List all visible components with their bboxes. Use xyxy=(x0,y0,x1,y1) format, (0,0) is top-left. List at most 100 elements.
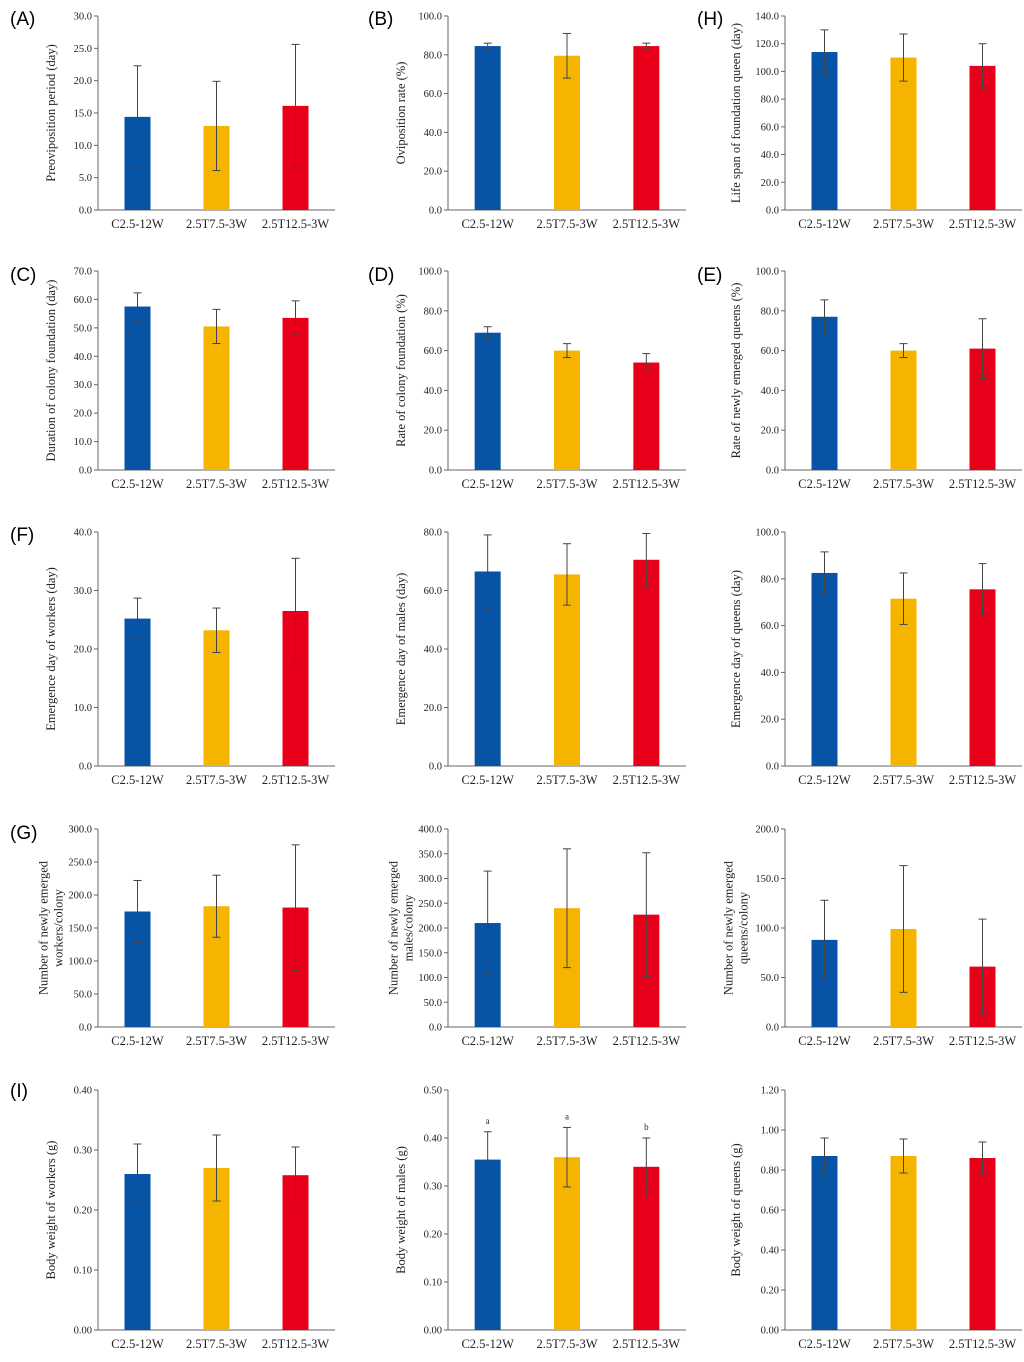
x-tick-label: C2.5-12W xyxy=(461,477,514,491)
y-tick-label: 10.0 xyxy=(74,703,92,714)
bar-1 xyxy=(811,52,838,211)
y-tick-label: 140.0 xyxy=(755,12,779,23)
x-tick-label: 2.5T12.5-3W xyxy=(262,1034,330,1048)
x-tick-label: 2.5T7.5-3W xyxy=(536,1337,597,1351)
y-tick-label: 0.40 xyxy=(761,1246,779,1257)
bar-3 xyxy=(969,65,996,210)
x-tick-label: C2.5-12W xyxy=(798,477,851,491)
y-tick-label: 0.80 xyxy=(761,1166,779,1177)
y-tick-label: 0.10 xyxy=(74,1266,92,1277)
y-tick-label: 80.0 xyxy=(761,306,779,317)
x-tick-label: C2.5-12W xyxy=(111,1337,164,1351)
y-axis-label: Oviposition rate (%) xyxy=(394,62,408,165)
x-tick-label: 2.5T12.5-3W xyxy=(262,773,330,787)
x-tick-label: 2.5T7.5-3W xyxy=(536,477,597,491)
y-tick-label: 0.0 xyxy=(766,1023,779,1034)
y-tick-label: 30.0 xyxy=(74,12,92,23)
x-tick-label: 2.5T12.5-3W xyxy=(949,1337,1017,1351)
bar-2 xyxy=(554,574,580,766)
bar-3 xyxy=(969,1158,996,1330)
y-tick-label: 1.00 xyxy=(761,1126,779,1137)
y-tick-label: 20.0 xyxy=(424,703,442,714)
y-tick-label: 60.0 xyxy=(761,346,779,357)
x-tick-label: 2.5T12.5-3W xyxy=(262,1337,330,1351)
y-tick-label: 60.0 xyxy=(761,621,779,632)
y-tick-label: 0.40 xyxy=(424,1134,442,1145)
y-tick-label: 300.0 xyxy=(418,874,442,885)
x-tick-label: 2.5T12.5-3W xyxy=(262,217,330,231)
x-tick-label: 2.5T12.5-3W xyxy=(613,217,681,231)
y-tick-label: 20.0 xyxy=(74,409,92,420)
y-tick-label: 50.0 xyxy=(74,990,92,1001)
y-tick-label: 50.0 xyxy=(424,998,442,1009)
y-tick-label: 100.0 xyxy=(68,957,92,968)
y-tick-label: 0.20 xyxy=(761,1286,779,1297)
panel-letter: (D) xyxy=(368,265,395,286)
x-tick-label: C2.5-12W xyxy=(461,1337,514,1351)
y-tick-label: 60.0 xyxy=(424,346,442,357)
chart-panel-14: 0.00 0.10 0.20 0.30 0.40 0.50 C2.5-12W a 2.5T7.5… xyxy=(394,1086,686,1351)
x-tick-label: 2.5T12.5-3W xyxy=(613,1337,681,1351)
bar-1 xyxy=(474,1159,501,1330)
bar-2 xyxy=(890,350,917,470)
bar-2 xyxy=(890,57,917,211)
y-axis-label: Body weight of queens (g) xyxy=(729,1143,743,1276)
y-axis-label: Number of newly emerged xyxy=(387,860,401,995)
y-axis-label: Emergence day of males (day) xyxy=(394,573,408,725)
y-tick-label: 20.0 xyxy=(761,178,779,189)
y-axis-label: Emergence day of workers (day) xyxy=(44,567,58,731)
y-tick-label: 30.0 xyxy=(74,380,92,391)
x-tick-label: 2.5T12.5-3W xyxy=(949,217,1017,231)
x-tick-label: C2.5-12W xyxy=(798,1034,851,1048)
x-tick-label: 2.5T7.5-3W xyxy=(186,773,247,787)
y-tick-label: 0.00 xyxy=(424,1326,442,1337)
bar-1 xyxy=(474,332,501,470)
chart-panel-12: 0.0 50.0 100.0 150.0 200.0 C2.5-12W 2.5T7.5-3W… xyxy=(722,825,1022,1048)
y-tick-label: 200.0 xyxy=(68,891,92,902)
y-tick-label: 0.30 xyxy=(74,1146,92,1157)
x-tick-label: C2.5-12W xyxy=(111,217,164,231)
y-tick-label: 60.0 xyxy=(424,586,442,597)
bar-1 xyxy=(124,618,151,766)
chart-panel-3: 0.0 20.0 40.0 60.0 80.0 100.0 120.0 140.0 C2.5-1… xyxy=(729,12,1022,231)
y-tick-label: 50.0 xyxy=(74,323,92,334)
x-tick-label: 2.5T7.5-3W xyxy=(186,217,247,231)
y-tick-label: 200.0 xyxy=(418,924,442,935)
y-tick-label: 80.0 xyxy=(424,306,442,317)
panel-letter: (G) xyxy=(10,823,38,844)
x-tick-label: 2.5T12.5-3W xyxy=(613,773,681,787)
y-tick-label: 80.0 xyxy=(761,95,779,106)
y-tick-label: 60.0 xyxy=(761,122,779,133)
y-axis-label: Rate of newly emerged queens (%) xyxy=(729,283,743,459)
y-axis-label: Preoviposition period (day) xyxy=(44,44,58,181)
y-tick-label: 0.0 xyxy=(429,762,442,773)
x-tick-label: 2.5T7.5-3W xyxy=(186,477,247,491)
x-tick-label: 2.5T7.5-3W xyxy=(536,217,597,231)
panel-letter: (I) xyxy=(10,1081,28,1102)
panel-letter: (H) xyxy=(697,9,724,30)
y-tick-label: 100.0 xyxy=(755,67,779,78)
chart-panel-13: 0.00 0.10 0.20 0.30 0.40 C2.5-12W 2.5T7.5-3W 2.… xyxy=(44,1086,335,1351)
bar-1 xyxy=(811,1156,838,1330)
y-tick-label: 25.0 xyxy=(74,44,92,55)
bar-3 xyxy=(633,46,660,210)
y-tick-label: 40.0 xyxy=(74,528,92,539)
y-tick-label: 0.0 xyxy=(79,206,92,217)
x-tick-label: 2.5T7.5-3W xyxy=(186,1034,247,1048)
x-tick-label: C2.5-12W xyxy=(461,773,514,787)
y-tick-label: 20.0 xyxy=(424,167,442,178)
x-tick-label: 2.5T7.5-3W xyxy=(873,477,934,491)
y-tick-label: 150.0 xyxy=(755,874,779,885)
chart-panel-6: 0.0 20.0 40.0 60.0 80.0 100.0 C2.5-12W 2.5T7.5-… xyxy=(729,267,1022,491)
bar-2 xyxy=(890,1156,917,1330)
y-tick-label: 80.0 xyxy=(424,528,442,539)
y-tick-label: 350.0 xyxy=(418,849,442,860)
x-tick-label: 2.5T12.5-3W xyxy=(949,773,1017,787)
y-tick-label: 30.0 xyxy=(74,586,92,597)
x-tick-label: 2.5T7.5-3W xyxy=(873,1034,934,1048)
y-tick-label: 150.0 xyxy=(418,948,442,959)
y-tick-label: 0.0 xyxy=(766,762,779,773)
bar-3 xyxy=(633,559,660,766)
x-tick-label: C2.5-12W xyxy=(798,1337,851,1351)
panel-letter: (C) xyxy=(10,265,37,286)
